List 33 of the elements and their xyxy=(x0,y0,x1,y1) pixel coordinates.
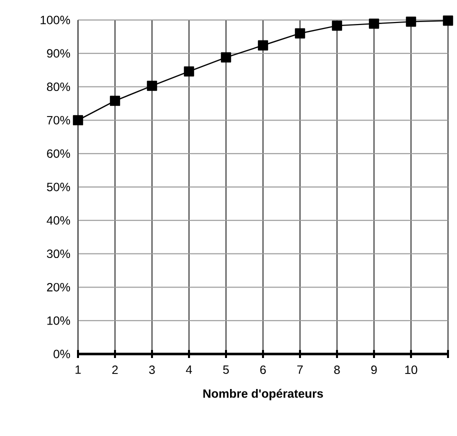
x-tick-label: 8 xyxy=(334,366,340,374)
x-tick-label: 3 xyxy=(149,366,155,374)
point xyxy=(220,52,232,63)
point xyxy=(146,80,158,91)
x-tick-label: 7 xyxy=(297,366,303,374)
y-tick-label: 80% xyxy=(46,82,70,92)
point xyxy=(72,115,84,126)
x-axis-title: Nombre d'opérateurs xyxy=(203,388,323,400)
y-tick-label: 50% xyxy=(46,182,70,192)
point xyxy=(294,28,306,38)
point xyxy=(332,20,342,31)
y-tick-label: 40% xyxy=(46,216,70,225)
x-tick-label: 2 xyxy=(112,366,118,374)
y-tick-label: 0% xyxy=(54,350,70,358)
y-tick-label: 100% xyxy=(40,16,70,24)
x-tick-label: 5 xyxy=(223,366,229,374)
y-tick-label: 70% xyxy=(47,116,70,124)
y-tick-label: 30% xyxy=(46,250,70,258)
point xyxy=(258,40,268,50)
point xyxy=(368,18,380,29)
x-tick-label: 4 xyxy=(186,366,192,374)
point xyxy=(110,96,120,106)
x-tick-label: 1 xyxy=(76,366,81,374)
x-tick-label: 9 xyxy=(371,366,377,374)
point xyxy=(442,16,454,26)
y-tick-label: 90% xyxy=(47,49,70,58)
y-tick-label: 10% xyxy=(47,316,70,325)
x-tick-label: 10 xyxy=(405,366,418,374)
y-tick-label: 20% xyxy=(47,282,70,292)
point xyxy=(406,16,416,27)
y-tick-label: 60% xyxy=(47,149,70,158)
point xyxy=(184,66,194,77)
x-tick-label: 6 xyxy=(260,366,266,374)
